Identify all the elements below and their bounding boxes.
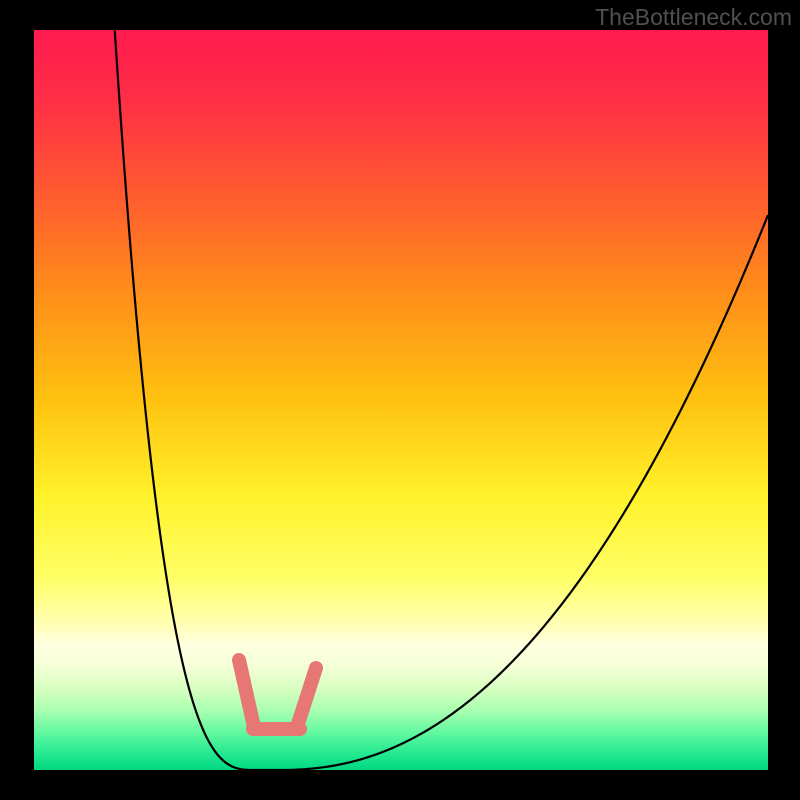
watermark-text: TheBottleneck.com [595, 4, 792, 31]
bottleneck-chart [0, 0, 800, 800]
